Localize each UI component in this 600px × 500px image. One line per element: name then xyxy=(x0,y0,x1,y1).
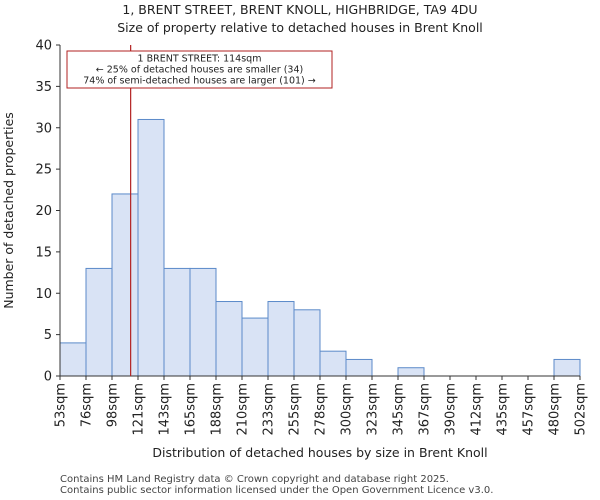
histogram-bar xyxy=(215,301,243,377)
histogram-bar xyxy=(319,350,347,377)
y-tick-label: 20 xyxy=(35,204,52,219)
x-tick-label: 435sqm xyxy=(496,383,511,436)
y-tick-label: 40 xyxy=(35,39,52,54)
y-axis-label: Number of detached properties xyxy=(1,112,16,309)
x-tick-label: 76sqm xyxy=(80,383,95,427)
x-tick-label: 143sqm xyxy=(158,383,173,436)
x-tick-label: 367sqm xyxy=(418,383,433,436)
annotation-box xyxy=(66,50,333,89)
histogram-bar xyxy=(293,309,321,377)
annotation-line-2: ← 25% of detached houses are smaller (34… xyxy=(96,65,303,76)
y-tick-label: 10 xyxy=(35,287,52,302)
histogram-bar xyxy=(85,267,113,377)
annotation-line-1: 1 BRENT STREET: 114sqm xyxy=(138,54,262,65)
histogram-bar xyxy=(163,267,191,377)
histogram-bar xyxy=(59,342,87,377)
histogram-bar xyxy=(189,267,217,377)
chart-title: 1, BRENT STREET, BRENT KNOLL, HIGHBRIDGE… xyxy=(122,2,478,17)
x-tick-label: 457sqm xyxy=(522,383,537,436)
histogram-bar xyxy=(111,193,139,377)
y-tick-label: 35 xyxy=(35,80,52,95)
x-tick-label: 323sqm xyxy=(366,383,381,436)
histogram-bar xyxy=(267,301,295,377)
y-tick-label: 0 xyxy=(44,370,52,385)
footer-line-2: Contains public sector information licen… xyxy=(60,485,494,496)
histogram-bar xyxy=(241,317,269,377)
x-tick-label: 188sqm xyxy=(210,383,225,436)
footer-line-1: Contains HM Land Registry data © Crown c… xyxy=(60,474,449,485)
y-tick-label: 5 xyxy=(44,328,52,343)
x-axis-label: Distribution of detached houses by size … xyxy=(152,445,487,460)
histogram-bar xyxy=(397,367,425,377)
x-tick-label: 255sqm xyxy=(288,383,303,436)
y-tick-label: 15 xyxy=(35,245,52,260)
histogram-bar xyxy=(553,358,581,377)
x-tick-label: 53sqm xyxy=(54,383,69,427)
x-tick-label: 121sqm xyxy=(132,383,147,436)
x-tick-label: 210sqm xyxy=(236,383,251,436)
x-tick-label: 300sqm xyxy=(340,383,355,436)
x-tick-label: 278sqm xyxy=(314,383,329,436)
y-tick-label: 30 xyxy=(35,121,52,136)
x-tick-label: 480sqm xyxy=(548,383,563,436)
annotation-line-3: 74% of semi-detached houses are larger (… xyxy=(83,76,316,87)
histogram-bar xyxy=(345,358,373,377)
x-tick-label: 412sqm xyxy=(470,383,485,436)
y-tick-label: 25 xyxy=(35,163,52,178)
x-tick-label: 390sqm xyxy=(444,383,459,436)
x-tick-label: 98sqm xyxy=(106,383,121,427)
x-tick-label: 233sqm xyxy=(262,383,277,436)
x-tick-label: 502sqm xyxy=(574,383,589,436)
x-tick-label: 165sqm xyxy=(184,383,199,436)
x-tick-label: 345sqm xyxy=(392,383,407,436)
histogram-bar xyxy=(137,118,165,377)
chart-subtitle: Size of property relative to detached ho… xyxy=(117,20,483,35)
